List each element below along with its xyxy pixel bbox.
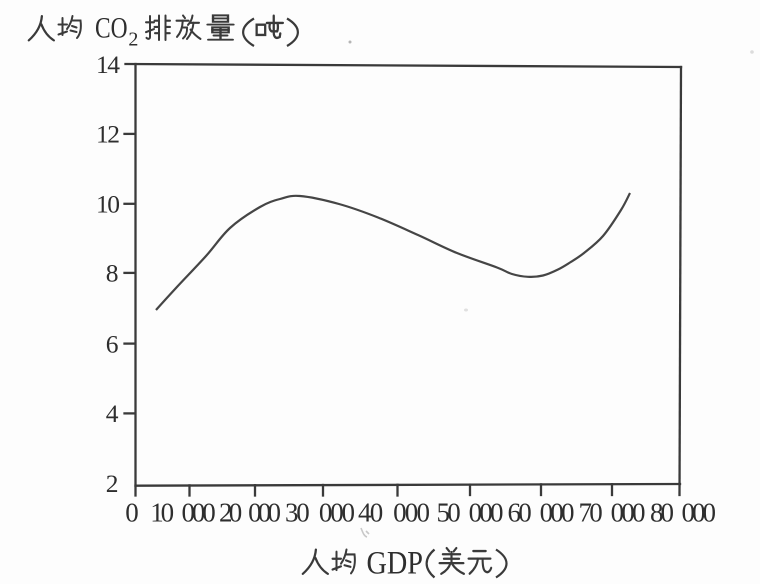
svg-text:40 000: 40 000 <box>358 498 430 528</box>
svg-text:30 000: 30 000 <box>285 498 355 528</box>
svg-text:6: 6 <box>106 329 119 358</box>
svg-text:20 000: 20 000 <box>219 498 281 528</box>
svg-text:60 000: 60 000 <box>508 498 575 528</box>
svg-text:CO: CO <box>95 12 128 45</box>
svg-text:0: 0 <box>125 498 139 528</box>
svg-text:8: 8 <box>106 259 119 288</box>
svg-text:14: 14 <box>96 50 120 79</box>
svg-text:2: 2 <box>128 29 138 51</box>
svg-text:10: 10 <box>96 190 120 219</box>
svg-text:4: 4 <box>106 399 119 428</box>
svg-text:80 000: 80 000 <box>650 498 716 528</box>
svg-text:70 000: 70 000 <box>579 498 646 528</box>
svg-text:2: 2 <box>106 469 119 498</box>
svg-text:10 000: 10 000 <box>150 498 216 528</box>
svg-text:GDP: GDP <box>367 546 424 582</box>
svg-text:50 000: 50 000 <box>437 498 504 528</box>
svg-text:12: 12 <box>96 120 120 149</box>
